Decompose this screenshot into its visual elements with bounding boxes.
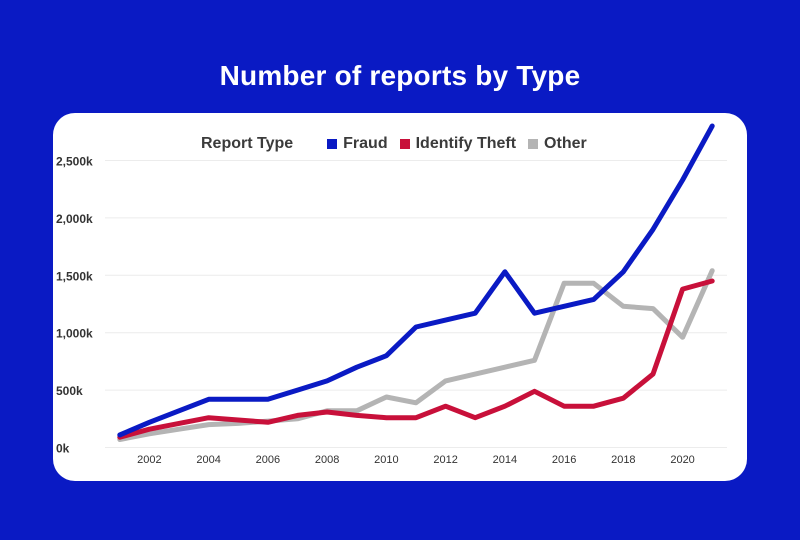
x-tick-label: 2014 bbox=[493, 454, 517, 466]
x-tick-label: 2006 bbox=[256, 454, 280, 466]
series-line-other bbox=[117, 268, 715, 442]
series-line-fraud bbox=[117, 123, 715, 438]
legend-title: Report Type bbox=[201, 135, 294, 152]
chart-legend: Report Type Fraud Identify Theft Other bbox=[201, 135, 599, 153]
legend-swatch-identify-theft bbox=[399, 139, 410, 149]
y-tick-label: 2,000k bbox=[56, 212, 93, 226]
x-tick-label: 2008 bbox=[315, 454, 339, 466]
x-tick-label: 2004 bbox=[196, 454, 220, 466]
y-tick-label: 2,500k bbox=[56, 154, 93, 168]
x-tick-label: 2010 bbox=[374, 454, 398, 466]
x-tick-label: 2018 bbox=[611, 454, 635, 466]
y-tick-label: 0k bbox=[56, 442, 70, 456]
x-tick-label: 2020 bbox=[670, 454, 694, 466]
x-tick-label: 2012 bbox=[433, 454, 457, 466]
x-tick-label: 2002 bbox=[137, 454, 161, 466]
legend-label-identify-theft: Identify Theft bbox=[415, 135, 517, 152]
x-tick-label: 2016 bbox=[552, 454, 576, 466]
y-tick-label: 1,500k bbox=[56, 269, 93, 283]
legend-item-other[interactable]: Other bbox=[528, 135, 587, 153]
chart-card: Report Type Fraud Identify Theft Other bbox=[53, 113, 747, 481]
legend-swatch-other bbox=[528, 139, 539, 149]
page-title: Number of reports by Type bbox=[219, 60, 581, 91]
legend-item-fraud[interactable]: Fraud bbox=[327, 135, 388, 153]
y-tick-label: 1,000k bbox=[56, 327, 93, 341]
legend-swatch-fraud bbox=[327, 139, 338, 149]
y-tick-label: 500k bbox=[56, 384, 83, 398]
legend-item-identify-theft[interactable]: Identify Theft bbox=[399, 135, 517, 153]
legend-label-other: Other bbox=[544, 135, 587, 152]
legend-label-fraud: Fraud bbox=[343, 135, 388, 152]
series-line-identify-theft bbox=[117, 278, 715, 440]
